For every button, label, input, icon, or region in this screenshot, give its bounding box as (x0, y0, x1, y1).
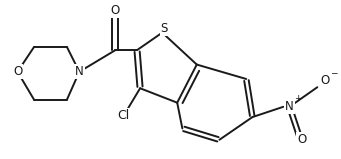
Text: Cl: Cl (118, 109, 130, 121)
Text: O: O (111, 4, 120, 17)
Text: N: N (285, 100, 294, 113)
Text: −: − (330, 68, 338, 77)
Text: O: O (13, 65, 22, 78)
Text: O: O (297, 133, 307, 146)
Text: N: N (75, 65, 84, 78)
Text: +: + (294, 94, 301, 103)
Text: O: O (320, 73, 329, 86)
Text: S: S (161, 22, 168, 35)
